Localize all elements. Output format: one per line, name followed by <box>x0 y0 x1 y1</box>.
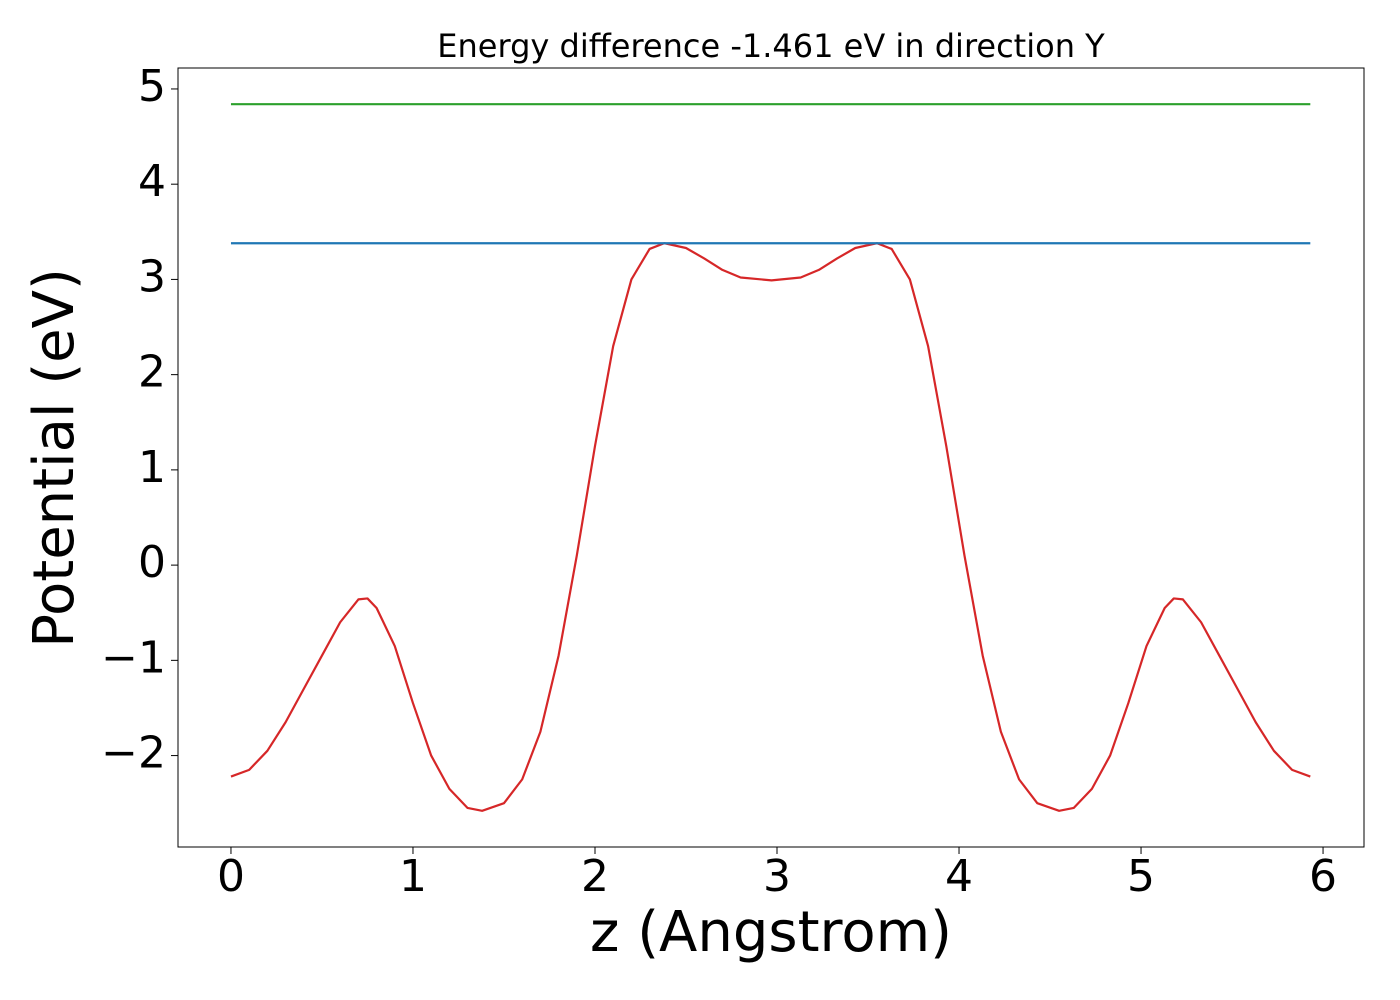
y-tick-label: 0 <box>138 537 166 588</box>
x-tick-label: 0 <box>217 851 245 902</box>
x-tick-label: 5 <box>1127 851 1155 902</box>
x-axis-label: z (Angstrom) <box>590 900 952 965</box>
series-line <box>230 242 1311 812</box>
y-tick-label: 1 <box>138 442 166 493</box>
y-tick-label: 5 <box>138 61 166 112</box>
plot-frame <box>177 67 1365 848</box>
y-tick-label: −1 <box>101 632 166 683</box>
y-axis-label: Potential (eV) <box>22 268 87 648</box>
x-tick-label: 4 <box>945 851 973 902</box>
y-tick-label: −2 <box>101 728 166 779</box>
x-tick-label: 2 <box>581 851 609 902</box>
y-tick-label: 3 <box>138 251 166 302</box>
y-tick-label: 4 <box>138 156 166 207</box>
x-tick-label: 1 <box>399 851 427 902</box>
x-tick-label: 3 <box>763 851 791 902</box>
chart-title: Energy difference -1.461 eV in direction… <box>437 27 1105 65</box>
x-tick-label: 6 <box>1309 851 1337 902</box>
y-tick-label: 2 <box>138 347 166 398</box>
